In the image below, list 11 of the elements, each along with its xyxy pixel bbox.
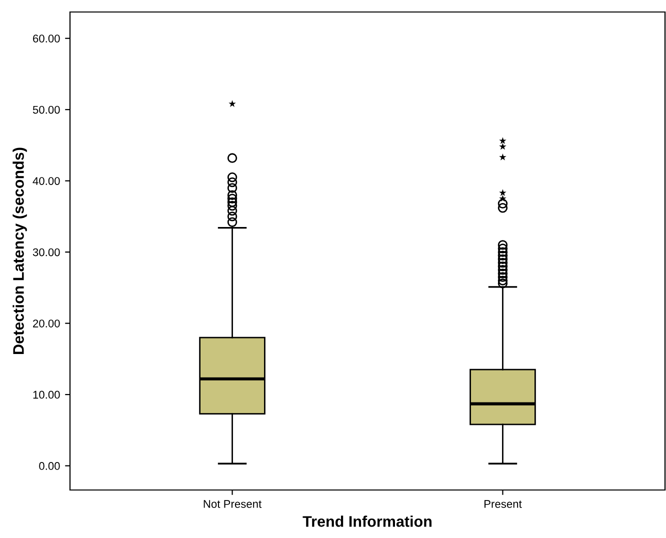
y-tick-label: 10.00 <box>33 390 60 399</box>
y-tick-label: 40.00 <box>32 177 60 185</box>
y-axis-title: Detection Latency (seconds) <box>12 148 27 354</box>
y-tick-label: 20.00 <box>33 320 60 328</box>
y-tick-label: 0.00 <box>39 462 60 470</box>
x-axis-title: Trend Information <box>302 516 432 527</box>
x-tick-label: Not Present <box>204 500 262 508</box>
y-tick-label: 30.00 <box>32 248 60 256</box>
x-tick-label: Present <box>484 500 522 508</box>
y-tick-label: 60.00 <box>33 34 60 42</box>
y-tick-label: 50.00 <box>32 106 60 114</box>
